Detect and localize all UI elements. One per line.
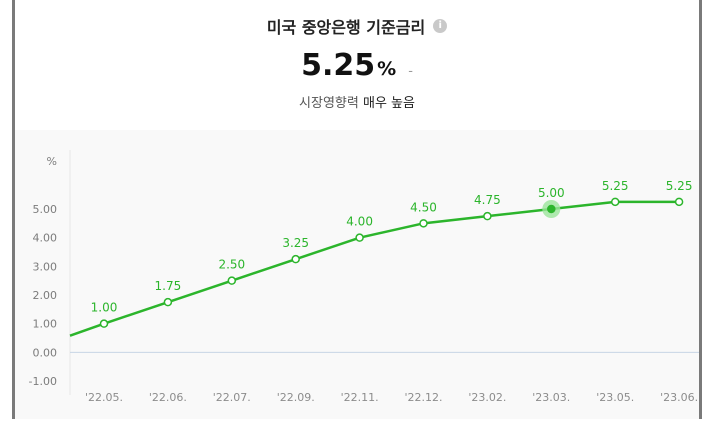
data-label: 4.50 [410,200,437,214]
data-point[interactable] [99,319,109,328]
x-tick-label: '22.11. [341,391,379,404]
data-point[interactable] [483,211,492,221]
data-label: 5.00 [538,186,565,200]
chart-card: 미국 중앙은행 기준금리 i 5.25 % - 시장영향력 매우 높음 % 5.0… [12,0,702,419]
y-tick-label: 4.00 [33,232,58,245]
y-tick-label: 2.00 [33,289,58,302]
data-label: 5.25 [666,179,693,193]
data-label: 1.00 [91,301,118,315]
data-label: 4.75 [474,193,501,207]
impact-value: 매우 높음 [362,96,415,111]
rate-change: - [408,64,413,79]
y-axis-unit: % [47,155,57,168]
rate-value: 5.25 [301,48,376,83]
page-title: 미국 중앙은행 기준금리 [266,18,426,37]
data-point[interactable] [674,197,684,207]
data-point[interactable] [355,233,364,242]
x-tick-label: '22.12. [404,391,442,404]
rate-unit: % [377,58,397,80]
x-tick-label: '22.05. [85,391,123,404]
x-tick-label: '23.06. [660,391,698,404]
data-label: 4.00 [346,215,373,229]
data-point[interactable] [547,204,556,214]
y-tick-label: 3.00 [33,260,58,273]
data-label: 3.25 [282,236,309,250]
x-tick-label: '22.09. [277,391,315,404]
x-tick-label: '23.05. [596,391,634,404]
data-point[interactable] [227,276,237,285]
x-tick-label: '22.06. [149,391,187,404]
info-icon[interactable]: i [433,19,448,33]
market-impact: 시장영향력 매우 높음 [15,92,699,111]
data-point[interactable] [291,254,300,264]
data-label: 2.50 [218,258,245,272]
data-label: 5.25 [602,179,629,193]
y-tick-label: 1.00 [33,318,58,331]
data-point[interactable] [610,197,620,207]
data-point[interactable] [419,219,428,228]
x-tick-label: '23.03. [532,391,570,404]
y-tick-label: -1.00 [29,375,57,388]
data-label: 1.75 [155,279,182,293]
header: 미국 중앙은행 기준금리 i 5.25 % - 시장영향력 매우 높음 [15,0,699,130]
y-tick-label: 5.00 [33,203,58,216]
current-value: 5.25 % - [15,48,699,83]
line-chart: % 5.00 4.00 3.00 2.00 1.00 0.00 -1.00 '22.05. '22… [29,150,699,404]
x-tick-label: '22.07. [213,391,251,404]
chart-area: % 5.00 4.00 3.00 2.00 1.00 0.00 -1.00 '22.05. '22… [15,130,699,419]
y-tick-label: 0.00 [33,346,58,359]
title-row: 미국 중앙은행 기준금리 i [15,14,699,38]
x-tick-label: '23.02. [468,391,506,404]
data-point[interactable] [163,297,173,307]
impact-label: 시장영향력 [299,96,359,111]
series-line [69,200,680,337]
